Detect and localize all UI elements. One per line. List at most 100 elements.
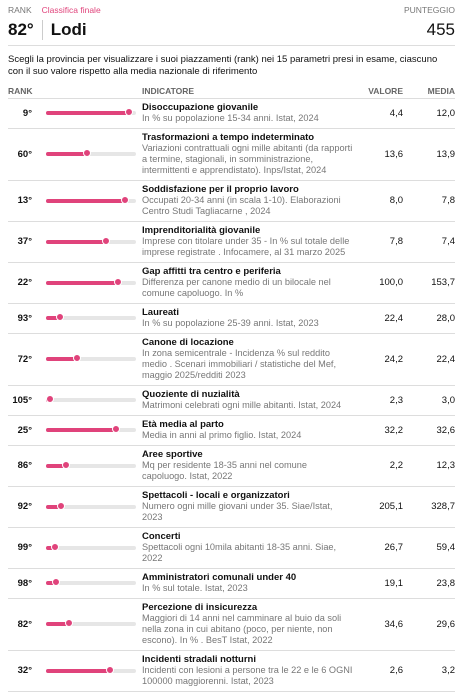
value: 7,8 — [389, 236, 403, 247]
average: 3,2 — [441, 665, 455, 676]
average: 3,0 — [441, 394, 455, 406]
average: 328,7 — [431, 501, 455, 512]
indicator-description: In % sul totale. Istat, 2023 — [142, 583, 248, 593]
table-row: 105° Quoziente di nuzialità Matrimoni cele… — [8, 386, 455, 416]
section-label: Classifica finale — [41, 5, 101, 15]
rank: 105° — [12, 394, 32, 406]
indicator-title: Aree sportive — [142, 449, 203, 460]
value: 13,6 — [384, 148, 404, 160]
average: 23,8 — [436, 577, 456, 589]
indicator: Aree sportive Mq per residente 18-35 anni… — [142, 449, 354, 482]
average: 7,8 — [441, 195, 455, 206]
indicator: Età media al parto Media in anni al primo… — [142, 419, 354, 441]
value: 19,1 — [384, 577, 404, 589]
rank: 82° — [17, 618, 32, 630]
bar-dot — [61, 460, 70, 469]
bar-fill — [46, 239, 106, 244]
table-row: 72° Canone di locazione In zona semicentra… — [8, 334, 455, 386]
rank: 60° — [17, 148, 32, 160]
indicator-title: Laureati — [142, 307, 179, 318]
average: 29,6 — [436, 618, 456, 630]
bar-fill — [46, 581, 56, 585]
column-headers: RANK INDICATORE VALORE MEDIA — [8, 84, 455, 99]
intro: Scegli la provincia per visualizzare i s… — [8, 54, 438, 77]
rank: 37° — [17, 236, 32, 247]
bar-track — [46, 357, 136, 361]
table-row: 25° Età media al parto Media in anni al pr… — [8, 416, 455, 446]
average: 13,9 — [436, 148, 456, 160]
col-average: MEDIA — [427, 86, 455, 96]
indicator: Disoccupazione giovanile In % su popolazi… — [142, 102, 354, 124]
rank: 25° — [17, 424, 32, 436]
indicator-description: Incidenti con lesioni a persone tra le 2… — [142, 665, 353, 686]
indicator-title: Trasformazioni a tempo indeterminato — [142, 132, 315, 143]
bar-dot — [105, 665, 114, 674]
indicator-description: In % su popolazione 15-34 anni. Istat, 2… — [142, 113, 319, 123]
rank: 32° — [17, 665, 32, 676]
bar-dot — [114, 277, 122, 286]
indicator-description: Imprese con titolare under 35 - In % sul… — [142, 236, 350, 257]
rank-bar — [32, 501, 142, 511]
value: 32,2 — [384, 424, 404, 436]
indicator-title: Quoziente di nuzialità — [142, 389, 240, 400]
indicator: Imprenditorialità giovanile Imprese con t… — [142, 225, 354, 258]
bar-fill — [46, 668, 110, 673]
table-row: 37° Imprenditorialità giovanile Imprese co… — [8, 222, 455, 263]
overall-rank: 82° — [8, 20, 43, 40]
rank: 93° — [17, 312, 32, 324]
table-row: 32° Incidenti stradali notturni Incidenti … — [8, 651, 455, 692]
rank-bar — [32, 236, 142, 246]
rank: 99° — [17, 542, 32, 553]
table-row: 86° Aree sportive Mq per residente 18-35 a… — [8, 446, 455, 487]
indicator-description: Mq per residente 18-35 anni nel comune c… — [142, 460, 307, 481]
province[interactable]: Lodi — [50, 20, 87, 39]
rank-bar — [32, 313, 142, 322]
value: 100,0 — [379, 277, 403, 288]
bar-fill — [46, 622, 69, 626]
indicator-title: Concerti — [142, 531, 181, 542]
indicator: Soddisfazione per il proprio lavoro Occup… — [142, 184, 354, 217]
indicator-description: Maggiori di 14 anni nel camminare al bui… — [142, 613, 342, 645]
indicator-description: Numero ogni mille giovani under 35. Siae… — [142, 501, 333, 522]
table-row: 93° Laureati In % su popolazione 25-39 ann… — [8, 304, 455, 334]
value: 8,0 — [389, 195, 403, 206]
bar-fill — [46, 504, 61, 509]
bar-dot — [55, 313, 64, 321]
rank-bar — [32, 542, 142, 552]
bar-track — [46, 545, 136, 550]
table-row: 82° Percezione di insicurezza Maggiori di … — [8, 599, 455, 651]
rank-bar — [32, 578, 142, 587]
bar-fill — [46, 280, 118, 285]
bar-fill — [46, 152, 87, 156]
indicator-title: Imprenditorialità giovanile — [142, 225, 261, 236]
rank-bar — [32, 619, 142, 628]
value: 34,6 — [384, 618, 404, 630]
indicator: Trasformazioni a tempo indeterminato Vari… — [142, 132, 354, 176]
value: 205,1 — [379, 501, 403, 512]
col-rank: RANK — [8, 86, 33, 96]
indicator-title: Soddisfazione per il proprio lavoro — [142, 184, 299, 195]
rank-bar — [32, 149, 142, 158]
bar-fill — [46, 198, 126, 203]
rank: 98° — [17, 577, 32, 589]
indicator: Spettacoli - locali e organizzatori Numer… — [142, 490, 354, 523]
rank-bar — [32, 108, 142, 117]
indicator-description: Media in anni al primo figlio. Istat, 20… — [142, 430, 302, 440]
indicator: Canone di locazione In zona semicentrale … — [142, 337, 354, 381]
indicator-description: In % su popolazione 25-39 anni. Istat, 2… — [142, 318, 319, 328]
indicator-title: Età media al parto — [142, 419, 224, 430]
average: 32,6 — [436, 424, 456, 436]
average: 12,0 — [436, 107, 456, 119]
indicator-description: Matrimoni celebrati ogni mille abitanti.… — [142, 400, 342, 410]
bar-fill — [46, 545, 55, 550]
indicator: Concerti Spettacoli ogni 10mila abitanti … — [142, 531, 354, 564]
score: 455 — [426, 20, 455, 39]
bar-dot — [101, 236, 110, 245]
rank: 92° — [17, 501, 32, 512]
bar-fill — [46, 357, 78, 361]
value: 26,7 — [384, 542, 404, 553]
col-indicator: INDICATORE — [142, 86, 195, 96]
rank: 72° — [17, 353, 32, 365]
